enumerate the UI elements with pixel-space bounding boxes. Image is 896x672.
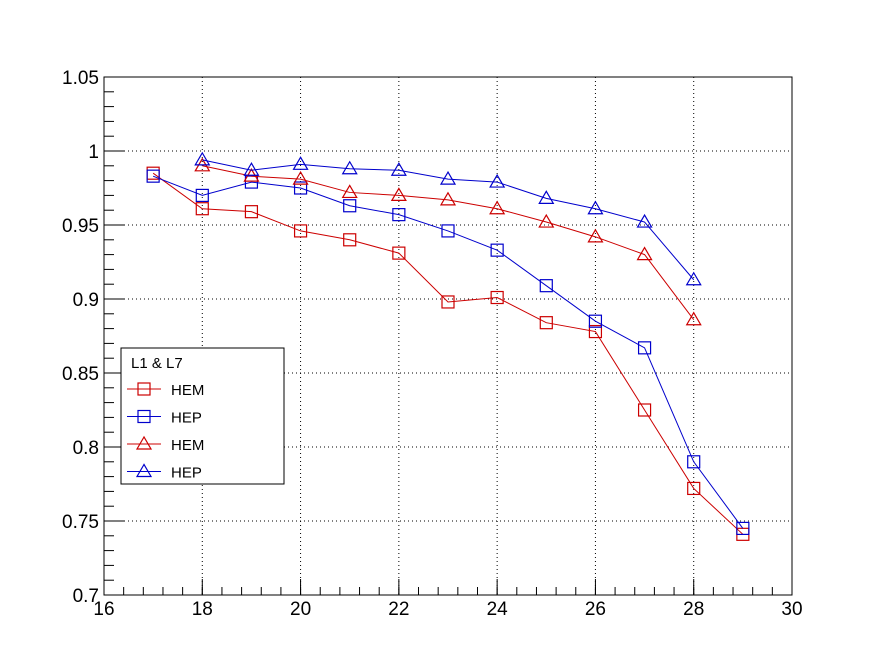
triangle-marker [243, 162, 260, 176]
triangle-marker [636, 213, 653, 228]
x-tick-label: 16 [93, 599, 114, 620]
triangle-marker [135, 463, 153, 478]
square-marker [490, 243, 504, 257]
legend-entry: HEM [127, 435, 204, 454]
triangle-marker [538, 190, 555, 204]
y-tick-label: 0.95 [62, 216, 99, 237]
y-tick-label: 0.9 [73, 290, 99, 311]
legend-label: HEP [171, 465, 202, 482]
legend-title: L1 & L7 [131, 355, 183, 372]
square-marker [293, 181, 308, 195]
x-tick-label: 22 [388, 599, 409, 620]
x-tick-label: 30 [781, 599, 802, 620]
square-marker [392, 246, 406, 260]
square-marker [539, 316, 553, 330]
triangle-marker [685, 311, 702, 326]
square-marker [687, 455, 701, 469]
triangle-marker [587, 228, 604, 243]
y-tick-label: 0.7 [73, 586, 99, 607]
triangle-marker [341, 160, 358, 175]
triangle-marker [390, 187, 407, 201]
legend-label: HEM [171, 382, 204, 399]
y-tick-label: 0.75 [62, 512, 99, 533]
triangle-marker [292, 156, 309, 170]
square-marker [490, 290, 504, 305]
square-marker [588, 314, 603, 328]
legend-label: HEP [171, 410, 202, 427]
triangle-marker [135, 435, 153, 450]
x-tick-label: 26 [585, 599, 606, 620]
x-tick-label: 28 [683, 599, 704, 620]
series-3 [194, 151, 702, 286]
square-marker [637, 341, 652, 355]
legend-entry: HEP [127, 410, 202, 427]
triangle-marker [194, 151, 211, 166]
square-marker [195, 188, 209, 202]
legend-entry: HEM [127, 382, 204, 399]
square-marker [441, 224, 455, 238]
y-tick-label: 0.85 [62, 364, 99, 385]
square-marker [539, 279, 553, 293]
legend-entry: HEP [127, 463, 202, 482]
triangle-marker [489, 200, 506, 215]
legend-label: HEM [171, 437, 204, 454]
square-marker [736, 521, 750, 536]
square-marker [146, 169, 160, 183]
triangle-marker [538, 213, 555, 228]
square-marker [137, 382, 151, 396]
square-marker [244, 205, 259, 219]
square-marker [293, 224, 308, 238]
triangle-marker [587, 200, 604, 215]
square-marker [392, 208, 406, 222]
x-tick-label: 20 [290, 599, 311, 620]
plot-frame [103, 76, 793, 596]
triangle-marker [636, 246, 653, 261]
y-tick-label: 1.05 [62, 68, 99, 89]
legend: L1 & L7 HEM HEP HEM HEP [120, 347, 285, 485]
square-marker [195, 202, 209, 216]
series-0 [146, 166, 750, 541]
x-tick-label: 24 [487, 599, 509, 620]
series-line [202, 165, 695, 321]
y-tick-label: 1 [88, 142, 99, 163]
axes: 16 18 20 22 24 26 28 30 0.7 0.75 0.8 0.85 0.9 0.95 1 1.… [62, 68, 803, 620]
square-marker [343, 233, 357, 247]
square-marker [343, 199, 357, 213]
x-tick-label: 18 [192, 599, 213, 620]
triangle-marker [439, 170, 457, 185]
triangle-marker [439, 191, 457, 206]
triangle-marker [341, 184, 358, 199]
triangle-marker [390, 162, 407, 176]
square-marker [137, 409, 151, 424]
data-series [146, 151, 750, 541]
triangle-marker [292, 170, 309, 185]
triangle-marker [489, 173, 506, 188]
series-1 [146, 169, 750, 536]
square-marker [637, 403, 652, 417]
y-tick-label: 0.8 [73, 438, 99, 459]
square-marker [687, 481, 701, 496]
square-marker [588, 324, 603, 339]
triangle-marker [685, 271, 702, 286]
series-line [202, 159, 695, 281]
square-marker [441, 295, 455, 309]
series-line [152, 175, 744, 529]
series-line [152, 172, 744, 535]
